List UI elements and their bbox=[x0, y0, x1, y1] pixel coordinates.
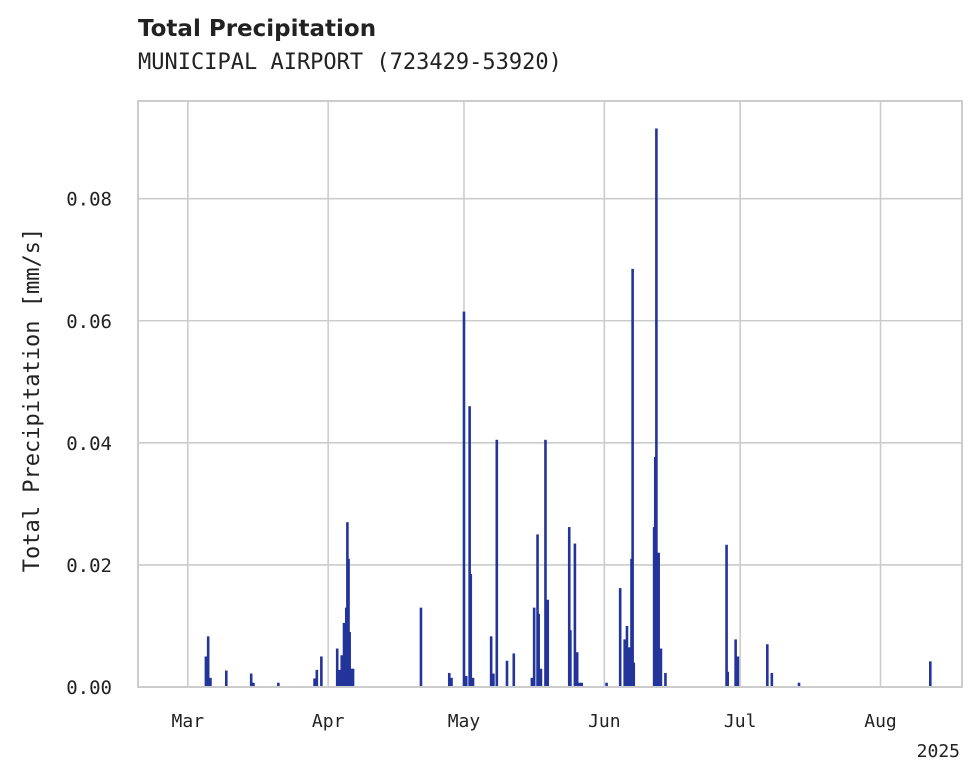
precipitation-bar bbox=[546, 599, 550, 687]
precipitation-bar bbox=[537, 613, 540, 687]
precipitation-bar bbox=[631, 268, 634, 687]
precipitation-bar bbox=[734, 639, 737, 687]
x-tick-label: Jul bbox=[724, 711, 757, 732]
precipitation-bar bbox=[277, 682, 280, 687]
precipitation-bar bbox=[450, 677, 453, 687]
x-tick-label: Mar bbox=[172, 711, 205, 732]
precipitation-bar bbox=[338, 669, 341, 687]
precipitation-bar bbox=[567, 527, 571, 687]
precipitation-bar bbox=[335, 648, 339, 687]
x-offset-label: 2025 bbox=[917, 741, 960, 762]
precipitation-bar bbox=[569, 630, 572, 687]
chart-title: Total Precipitation bbox=[138, 16, 377, 42]
precipitation-bar bbox=[348, 632, 351, 687]
precipitation-bar bbox=[464, 676, 468, 687]
x-axis-ticks: Mar Apr May Jun Jul Aug bbox=[172, 711, 897, 732]
precipitation-bar bbox=[726, 671, 730, 687]
precipitation-bar bbox=[204, 656, 208, 687]
precipitation-bar bbox=[623, 639, 627, 687]
y-axis-ticks: 0.00 0.02 0.04 0.06 0.08 bbox=[66, 189, 112, 699]
precipitation-bar bbox=[659, 648, 663, 687]
precipitation-bar bbox=[469, 574, 473, 687]
x-tick-label: Apr bbox=[312, 711, 345, 732]
precipitation-bar bbox=[447, 672, 451, 687]
precipitation-bar bbox=[462, 311, 466, 687]
precipitation-bar bbox=[351, 668, 355, 687]
precipitation-bar bbox=[206, 636, 210, 687]
precipitation-bar bbox=[315, 669, 319, 687]
precipitation-bar bbox=[209, 677, 212, 687]
precipitation-bar bbox=[530, 677, 534, 687]
precipitation-bar bbox=[313, 678, 316, 687]
precipitation-bar bbox=[492, 673, 495, 687]
precipitation-bar bbox=[725, 544, 728, 687]
x-tick-label: Aug bbox=[864, 711, 897, 732]
precipitation-bar bbox=[627, 647, 631, 687]
precipitation-bar bbox=[544, 439, 547, 687]
precipitation-bar bbox=[655, 128, 658, 687]
precipitation-bar bbox=[625, 625, 629, 687]
precipitation-bar bbox=[766, 644, 769, 687]
precipitation-bar bbox=[505, 660, 509, 687]
precipitation-bar bbox=[575, 652, 579, 687]
precipitation-bar bbox=[770, 672, 774, 687]
precipitation-bar bbox=[342, 622, 346, 687]
precipitation-bar bbox=[349, 668, 353, 687]
precipitation-bar bbox=[340, 655, 344, 687]
precipitation-bar bbox=[468, 406, 471, 687]
precipitation-bar bbox=[657, 552, 660, 687]
precipitation-bar bbox=[929, 661, 932, 687]
precipitation-bar bbox=[252, 682, 255, 687]
precipitation-bar bbox=[605, 682, 608, 687]
y-tick-label: 0.04 bbox=[66, 433, 112, 455]
y-tick-label: 0.08 bbox=[66, 189, 112, 211]
precipitation-bar bbox=[797, 682, 801, 687]
y-tick-label: 0.02 bbox=[66, 555, 112, 577]
precipitation-bar bbox=[249, 673, 253, 687]
chart-subtitle: MUNICIPAL AIRPORT (723429-53920) bbox=[138, 50, 562, 75]
precipitation-bar bbox=[489, 636, 493, 687]
precipitation-bar bbox=[580, 682, 583, 687]
precipitation-bar bbox=[532, 607, 536, 687]
precipitation-bars bbox=[204, 128, 932, 687]
precipitation-bar bbox=[618, 588, 622, 687]
precipitation-bar bbox=[578, 682, 581, 687]
precipitation-bar bbox=[736, 656, 740, 687]
plot-frame bbox=[137, 100, 963, 688]
x-tick-label: Jun bbox=[588, 711, 621, 732]
precipitation-bar bbox=[512, 653, 516, 687]
precipitation-bar bbox=[419, 607, 423, 687]
precipitation-bar bbox=[495, 439, 499, 687]
precipitation-bar bbox=[573, 543, 577, 687]
precipitation-bar bbox=[471, 677, 475, 687]
precipitation-bar bbox=[632, 662, 636, 687]
precipitation-bar bbox=[320, 656, 323, 687]
grid-lines bbox=[138, 101, 962, 688]
precipitation-bar bbox=[224, 670, 228, 687]
precipitation-bar bbox=[664, 672, 667, 687]
precipitation-bar bbox=[539, 668, 543, 687]
y-tick-label: 0.00 bbox=[66, 677, 112, 699]
x-tick-label: May bbox=[448, 711, 481, 732]
y-tick-label: 0.06 bbox=[66, 311, 112, 333]
precipitation-bar bbox=[536, 534, 539, 687]
y-axis-label: Total Precipitation [mm/s] bbox=[20, 228, 45, 572]
precipitation-bar bbox=[347, 558, 350, 687]
